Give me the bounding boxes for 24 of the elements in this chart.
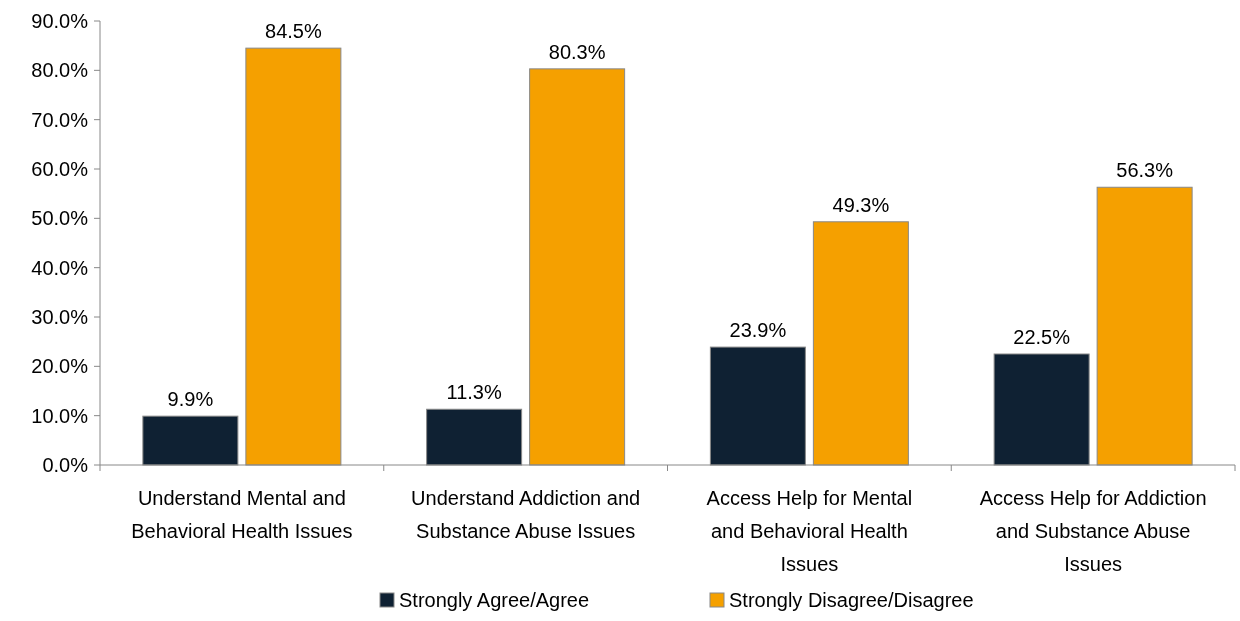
data-label: 11.3% [446,381,502,404]
y-tick-label: 10.0% [31,404,89,427]
y-tick-label: 0.0% [42,454,89,476]
data-label: 49.3% [832,193,890,216]
x-tick-label: Understand Addiction and Substance Abuse Issues [411,487,641,542]
legend-label: Strongly Disagree/Disagree [729,589,974,611]
y-tick-label: 50.0% [31,207,89,230]
y-tick-label: 20.0% [31,355,89,378]
data-label: 84.5% [265,20,322,43]
x-tick-label: Understand Mental and Behavioral Health Issues [131,487,353,542]
data-label: 23.9% [729,319,787,342]
y-tick-label: 70.0% [31,108,89,131]
y-tick-label: 80.0% [31,59,89,82]
y-tick-label: 30.0% [31,306,89,328]
data-label: 56.3% [1116,159,1174,182]
y-tick-label: 60.0% [31,158,89,180]
y-tick-label: 90.0% [31,10,89,32]
legend-label: Strongly Agree/Agree [399,589,590,611]
data-label: 80.3% [548,40,606,63]
x-tick-label: Access Help for Mental and Behavioral Health Issues [706,487,913,575]
data-label: 22.5% [1013,326,1071,348]
x-tick-label: Access Help for Addiction and Substance Abuse Issues [979,487,1207,575]
y-tick-label: 40.0% [31,256,89,279]
data-label: 9.9% [167,388,214,411]
